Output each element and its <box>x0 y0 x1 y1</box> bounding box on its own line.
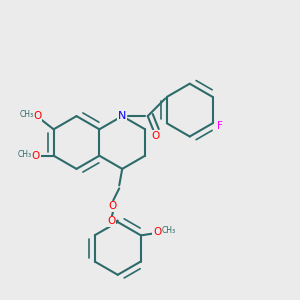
Text: O: O <box>153 227 161 237</box>
Text: O: O <box>109 201 117 212</box>
Text: O: O <box>107 216 115 226</box>
Text: F: F <box>217 121 223 131</box>
Text: O: O <box>151 130 159 141</box>
Text: O: O <box>32 151 40 161</box>
Text: CH₃: CH₃ <box>161 226 175 235</box>
Text: CH₃: CH₃ <box>20 110 34 119</box>
Text: N: N <box>118 111 126 121</box>
Text: CH₃: CH₃ <box>17 150 32 159</box>
Text: O: O <box>33 111 41 121</box>
